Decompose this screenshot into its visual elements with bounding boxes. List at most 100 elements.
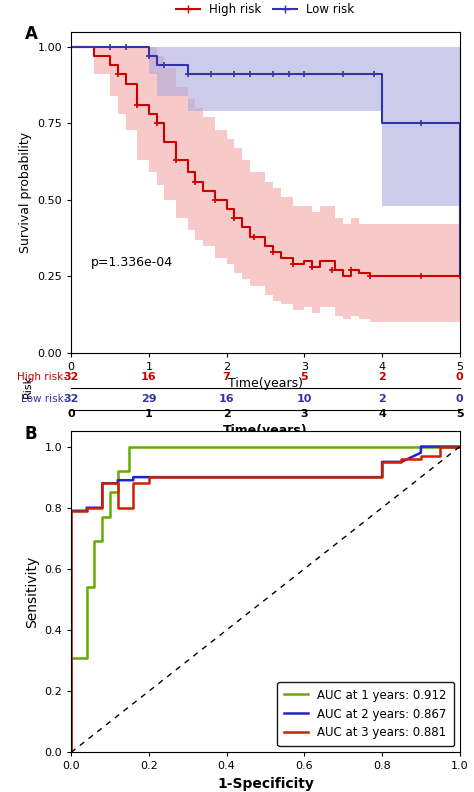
AUC at 3 years: 0.881: (0.08, 0.8): 0.881: (0.08, 0.8) xyxy=(100,503,105,512)
AUC at 1 years: 0.912: (0.2, 1): 0.912: (0.2, 1) xyxy=(146,442,152,451)
Line: AUC at 3 years: 0.881: AUC at 3 years: 0.881 xyxy=(71,447,460,752)
AUC at 3 years: 0.881: (0, 0.75): 0.881: (0, 0.75) xyxy=(68,518,74,527)
Text: 0: 0 xyxy=(456,394,464,404)
AUC at 1 years: 0.912: (0.9, 1): 0.912: (0.9, 1) xyxy=(418,442,424,451)
AUC at 3 years: 0.881: (0.12, 0.88): 0.881: (0.12, 0.88) xyxy=(115,478,120,488)
Text: 4: 4 xyxy=(378,409,386,418)
Text: Low risk-: Low risk- xyxy=(21,394,67,404)
AUC at 1 years: 0.912: (0.85, 1): 0.912: (0.85, 1) xyxy=(399,442,404,451)
Line: AUC at 2 years: 0.867: AUC at 2 years: 0.867 xyxy=(71,447,460,752)
AUC at 1 years: 0.912: (0.15, 1): 0.912: (0.15, 1) xyxy=(127,442,132,451)
AUC at 2 years: 0.867: (0.12, 0.89): 0.867: (0.12, 0.89) xyxy=(115,475,120,485)
AUC at 3 years: 0.881: (1, 1): 0.881: (1, 1) xyxy=(457,442,463,451)
X-axis label: 1-Specificity: 1-Specificity xyxy=(217,777,314,791)
AUC at 2 years: 0.867: (0.16, 0.89): 0.867: (0.16, 0.89) xyxy=(130,475,136,485)
AUC at 2 years: 0.867: (1, 1): 0.867: (1, 1) xyxy=(457,442,463,451)
AUC at 2 years: 0.867: (0.08, 0.88): 0.867: (0.08, 0.88) xyxy=(100,478,105,488)
AUC at 2 years: 0.867: (0, 0.75): 0.867: (0, 0.75) xyxy=(68,518,74,527)
Text: p=1.336e-04: p=1.336e-04 xyxy=(91,257,173,269)
Text: 0: 0 xyxy=(67,409,75,418)
AUC at 3 years: 0.881: (0.85, 0.95): 0.881: (0.85, 0.95) xyxy=(399,457,404,466)
AUC at 3 years: 0.881: (0, 0.79): 0.881: (0, 0.79) xyxy=(68,506,74,516)
Text: 29: 29 xyxy=(141,394,156,404)
Y-axis label: Sensitivity: Sensitivity xyxy=(25,556,39,628)
Text: 32: 32 xyxy=(64,394,79,404)
AUC at 2 years: 0.867: (0.04, 0.79): 0.867: (0.04, 0.79) xyxy=(84,506,90,516)
AUC at 2 years: 0.867: (0.2, 0.9): 0.867: (0.2, 0.9) xyxy=(146,472,152,482)
AUC at 1 years: 0.912: (0.4, 1): 0.912: (0.4, 1) xyxy=(224,442,229,451)
AUC at 2 years: 0.867: (1, 1): 0.867: (1, 1) xyxy=(457,442,463,451)
AUC at 1 years: 0.912: (0.1, 0.77): 0.912: (0.1, 0.77) xyxy=(107,512,113,522)
Text: 32: 32 xyxy=(64,371,79,382)
Text: 5: 5 xyxy=(456,409,464,418)
AUC at 1 years: 0.912: (0.15, 0.92): 0.912: (0.15, 0.92) xyxy=(127,466,132,476)
AUC at 3 years: 0.881: (0.9, 0.97): 0.881: (0.9, 0.97) xyxy=(418,451,424,460)
AUC at 3 years: 0.881: (0.85, 0.96): 0.881: (0.85, 0.96) xyxy=(399,454,404,463)
AUC at 3 years: 0.881: (0.95, 1): 0.881: (0.95, 1) xyxy=(438,442,443,451)
Line: AUC at 1 years: 0.912: AUC at 1 years: 0.912 xyxy=(71,447,460,752)
AUC at 2 years: 0.867: (0.8, 0.95): 0.867: (0.8, 0.95) xyxy=(379,457,385,466)
Text: 5: 5 xyxy=(301,371,308,382)
AUC at 1 years: 0.912: (0.9, 1): 0.912: (0.9, 1) xyxy=(418,442,424,451)
AUC at 1 years: 0.912: (0.25, 1): 0.912: (0.25, 1) xyxy=(165,442,171,451)
AUC at 1 years: 0.912: (0, 0): 0.912: (0, 0) xyxy=(68,748,74,757)
Text: 0: 0 xyxy=(456,371,464,382)
AUC at 2 years: 0.867: (0.9, 1): 0.867: (0.9, 1) xyxy=(418,442,424,451)
AUC at 2 years: 0.867: (0, 0): 0.867: (0, 0) xyxy=(68,748,74,757)
AUC at 1 years: 0.912: (0.8, 1): 0.912: (0.8, 1) xyxy=(379,442,385,451)
Text: 2: 2 xyxy=(223,409,230,418)
AUC at 1 years: 0.912: (1, 1): 0.912: (1, 1) xyxy=(457,442,463,451)
Text: 16: 16 xyxy=(141,371,156,382)
AUC at 3 years: 0.881: (0.9, 0.96): 0.881: (0.9, 0.96) xyxy=(418,454,424,463)
AUC at 3 years: 0.881: (0.2, 0.88): 0.881: (0.2, 0.88) xyxy=(146,478,152,488)
Text: Risk: Risk xyxy=(23,375,33,398)
AUC at 2 years: 0.867: (0.8, 0.9): 0.867: (0.8, 0.9) xyxy=(379,472,385,482)
AUC at 1 years: 0.912: (0.4, 1): 0.912: (0.4, 1) xyxy=(224,442,229,451)
Legend: High risk, Low risk: High risk, Low risk xyxy=(172,0,359,21)
AUC at 3 years: 0.881: (0.08, 0.88): 0.881: (0.08, 0.88) xyxy=(100,478,105,488)
AUC at 1 years: 0.912: (0.25, 1): 0.912: (0.25, 1) xyxy=(165,442,171,451)
AUC at 1 years: 0.912: (0.12, 0.92): 0.912: (0.12, 0.92) xyxy=(115,466,120,476)
AUC at 1 years: 0.912: (0.04, 0.54): 0.912: (0.04, 0.54) xyxy=(84,582,90,592)
AUC at 3 years: 0.881: (0.04, 0.79): 0.881: (0.04, 0.79) xyxy=(84,506,90,516)
AUC at 2 years: 0.867: (0.04, 0.8): 0.867: (0.04, 0.8) xyxy=(84,503,90,512)
AUC at 3 years: 0.881: (0.04, 0.8): 0.881: (0.04, 0.8) xyxy=(84,503,90,512)
AUC at 1 years: 0.912: (0.2, 1): 0.912: (0.2, 1) xyxy=(146,442,152,451)
Y-axis label: Survival probability: Survival probability xyxy=(19,131,32,253)
Text: 16: 16 xyxy=(219,394,234,404)
Text: 7: 7 xyxy=(223,371,230,382)
AUC at 3 years: 0.881: (0.16, 0.8): 0.881: (0.16, 0.8) xyxy=(130,503,136,512)
AUC at 3 years: 0.881: (0.95, 0.97): 0.881: (0.95, 0.97) xyxy=(438,451,443,460)
AUC at 3 years: 0.881: (0.8, 0.9): 0.881: (0.8, 0.9) xyxy=(379,472,385,482)
AUC at 1 years: 0.912: (0.08, 0.69): 0.912: (0.08, 0.69) xyxy=(100,537,105,546)
AUC at 1 years: 0.912: (0.08, 0.77): 0.912: (0.08, 0.77) xyxy=(100,512,105,522)
AUC at 3 years: 0.881: (0.4, 0.9): 0.881: (0.4, 0.9) xyxy=(224,472,229,482)
AUC at 1 years: 0.912: (0, 0.31): 0.912: (0, 0.31) xyxy=(68,653,74,662)
Text: 1: 1 xyxy=(145,409,153,418)
AUC at 2 years: 0.867: (0.12, 0.88): 0.867: (0.12, 0.88) xyxy=(115,478,120,488)
AUC at 1 years: 0.912: (0.8, 1): 0.912: (0.8, 1) xyxy=(379,442,385,451)
AUC at 1 years: 0.912: (0.1, 0.85): 0.912: (0.1, 0.85) xyxy=(107,488,113,497)
Text: B: B xyxy=(25,425,37,443)
AUC at 3 years: 0.881: (0.4, 0.9): 0.881: (0.4, 0.9) xyxy=(224,472,229,482)
AUC at 3 years: 0.881: (0.16, 0.88): 0.881: (0.16, 0.88) xyxy=(130,478,136,488)
AUC at 2 years: 0.867: (0.85, 0.95): 0.867: (0.85, 0.95) xyxy=(399,457,404,466)
AUC at 3 years: 0.881: (1, 1): 0.881: (1, 1) xyxy=(457,442,463,451)
AUC at 1 years: 0.912: (0.85, 1): 0.912: (0.85, 1) xyxy=(399,442,404,451)
AUC at 3 years: 0.881: (0.8, 0.95): 0.881: (0.8, 0.95) xyxy=(379,457,385,466)
AUC at 1 years: 0.912: (0.04, 0.31): 0.912: (0.04, 0.31) xyxy=(84,653,90,662)
Text: A: A xyxy=(25,25,37,44)
AUC at 1 years: 0.912: (0.06, 0.69): 0.912: (0.06, 0.69) xyxy=(91,537,97,546)
Text: 2: 2 xyxy=(378,394,386,404)
AUC at 2 years: 0.867: (0.9, 0.98): 0.867: (0.9, 0.98) xyxy=(418,448,424,458)
AUC at 2 years: 0.867: (0, 0.79): 0.867: (0, 0.79) xyxy=(68,506,74,516)
Text: 2: 2 xyxy=(378,371,386,382)
X-axis label: Time(years): Time(years) xyxy=(228,378,303,390)
AUC at 2 years: 0.867: (0.4, 0.9): 0.867: (0.4, 0.9) xyxy=(224,472,229,482)
AUC at 2 years: 0.867: (0.08, 0.8): 0.867: (0.08, 0.8) xyxy=(100,503,105,512)
AUC at 2 years: 0.867: (0.2, 0.9): 0.867: (0.2, 0.9) xyxy=(146,472,152,482)
Text: Time(years): Time(years) xyxy=(223,424,308,437)
Text: 3: 3 xyxy=(301,409,308,418)
AUC at 1 years: 0.912: (0, 0.08): 0.912: (0, 0.08) xyxy=(68,723,74,733)
AUC at 1 years: 0.912: (0.12, 0.85): 0.912: (0.12, 0.85) xyxy=(115,488,120,497)
